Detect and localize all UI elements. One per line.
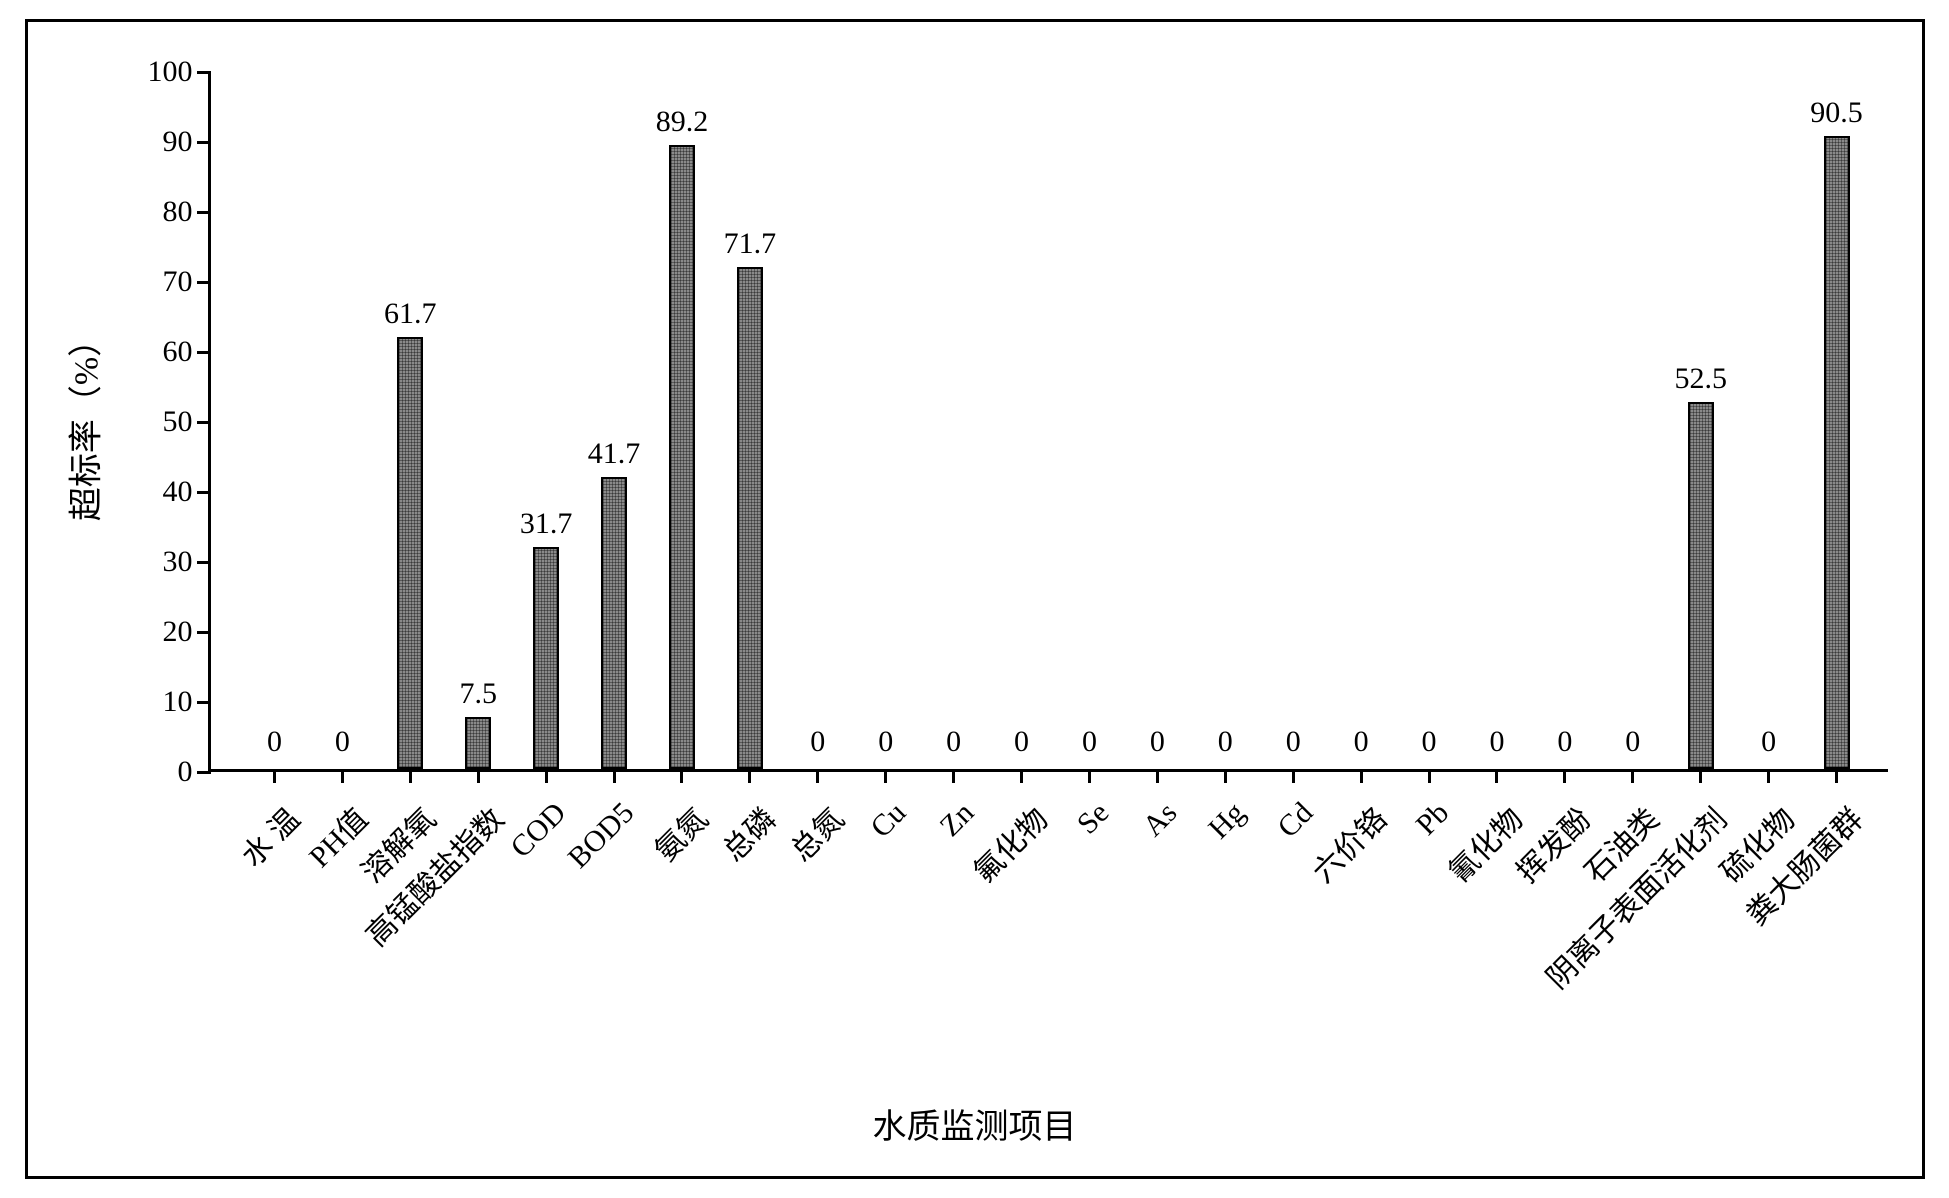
chart-frame: 超标率（%） 水质监测项目 0 10 20 30 40 50 60 70 80 90 100 0 0 61… <box>25 19 1925 1179</box>
y-tick <box>197 421 211 424</box>
bar-value-label: 41.7 <box>588 437 641 471</box>
x-tick <box>1224 769 1227 783</box>
bar-value-label: 7.5 <box>459 677 497 711</box>
x-category-label: As <box>1137 796 1185 844</box>
x-tick <box>273 769 276 783</box>
x-category-label: BOD5 <box>562 796 641 875</box>
x-tick <box>1020 769 1023 783</box>
x-category-label: 氟化物 <box>961 796 1056 891</box>
bar-value-label: 61.7 <box>384 297 437 331</box>
y-axis-title: 超标率（%） <box>58 323 107 521</box>
x-category-label: 总氮 <box>778 796 852 870</box>
y-tick-label: 10 <box>163 685 193 719</box>
x-category-label: Se <box>1071 796 1116 841</box>
y-tick-label: 80 <box>163 195 193 229</box>
x-tick <box>1088 769 1091 783</box>
y-tick <box>197 141 211 144</box>
x-tick <box>1495 769 1498 783</box>
y-tick <box>197 561 211 564</box>
bar-value-label: 0 <box>1354 725 1369 759</box>
x-tick <box>1767 769 1770 783</box>
x-category-label: Zn <box>933 796 981 844</box>
x-category-label: 氰化物 <box>1436 796 1531 891</box>
y-tick-label: 20 <box>163 615 193 649</box>
x-category-label: Cu <box>864 796 913 845</box>
x-tick <box>613 769 616 783</box>
x-category-label: Hg <box>1202 796 1252 846</box>
x-tick <box>1631 769 1634 783</box>
bar-value-label: 0 <box>1625 725 1640 759</box>
bar: 41.7 <box>601 477 627 769</box>
x-tick <box>341 769 344 783</box>
y-tick-label: 60 <box>163 335 193 369</box>
y-tick <box>197 631 211 634</box>
x-category-label: 六价铬 <box>1300 796 1395 891</box>
y-tick-label: 100 <box>148 55 193 89</box>
y-tick-label: 30 <box>163 545 193 579</box>
bar-value-label: 0 <box>1557 725 1572 759</box>
y-tick <box>197 351 211 354</box>
y-tick-label: 70 <box>163 265 193 299</box>
bar-value-label: 0 <box>946 725 961 759</box>
bar-value-label: 31.7 <box>520 507 573 541</box>
bar-value-label: 0 <box>1082 725 1097 759</box>
y-tick-label: 0 <box>178 755 193 789</box>
bar-value-label: 0 <box>1422 725 1437 759</box>
bar: 61.7 <box>397 337 423 769</box>
x-tick <box>545 769 548 783</box>
bar-value-label: 0 <box>267 725 282 759</box>
bar-value-label: 0 <box>878 725 893 759</box>
y-tick-label: 90 <box>163 125 193 159</box>
x-category-label: 氨氮 <box>643 796 717 870</box>
x-tick <box>748 769 751 783</box>
bar: 7.5 <box>465 717 491 770</box>
y-tick <box>197 211 211 214</box>
x-category-label: 水 温 <box>230 796 309 875</box>
x-category-label: 总磷 <box>710 796 784 870</box>
x-tick <box>1156 769 1159 783</box>
x-tick <box>1563 769 1566 783</box>
bar-value-label: 71.7 <box>724 227 777 261</box>
x-tick <box>816 769 819 783</box>
x-tick <box>952 769 955 783</box>
x-category-label: Cd <box>1271 796 1320 845</box>
bar-value-label: 0 <box>1014 725 1029 759</box>
bar-value-label: 90.5 <box>1810 96 1863 130</box>
bar: 31.7 <box>533 547 559 769</box>
x-tick <box>1360 769 1363 783</box>
bar: 90.5 <box>1824 136 1850 770</box>
x-category-label: 挥发酚 <box>1504 796 1599 891</box>
y-tick <box>197 281 211 284</box>
y-tick-label: 40 <box>163 475 193 509</box>
x-tick <box>1835 769 1838 783</box>
bar: 71.7 <box>737 267 763 769</box>
y-tick <box>197 491 211 494</box>
x-tick <box>409 769 412 783</box>
x-tick <box>1292 769 1295 783</box>
x-tick <box>477 769 480 783</box>
x-tick <box>1428 769 1431 783</box>
bar-value-label: 89.2 <box>656 105 709 139</box>
y-tick <box>197 771 211 774</box>
x-category-label: Pb <box>1410 796 1456 842</box>
x-tick <box>680 769 683 783</box>
x-category-label: COD <box>504 796 573 865</box>
bar: 89.2 <box>669 145 695 769</box>
x-tick <box>884 769 887 783</box>
bar-value-label: 0 <box>1761 725 1776 759</box>
y-tick <box>197 701 211 704</box>
x-tick <box>1699 769 1702 783</box>
plot-area: 01020304050607080901000061.77.531.741.78… <box>208 72 1888 772</box>
bar: 52.5 <box>1688 402 1714 770</box>
bar-value-label: 0 <box>1286 725 1301 759</box>
y-tick-label: 50 <box>163 405 193 439</box>
bar-value-label: 0 <box>335 725 350 759</box>
x-axis-title: 水质监测项目 <box>873 1099 1077 1148</box>
bar-value-label: 0 <box>1150 725 1165 759</box>
bar-value-label: 52.5 <box>1674 362 1727 396</box>
bar-value-label: 0 <box>810 725 825 759</box>
bar-value-label: 0 <box>1218 725 1233 759</box>
y-tick <box>197 71 211 74</box>
bar-value-label: 0 <box>1489 725 1504 759</box>
